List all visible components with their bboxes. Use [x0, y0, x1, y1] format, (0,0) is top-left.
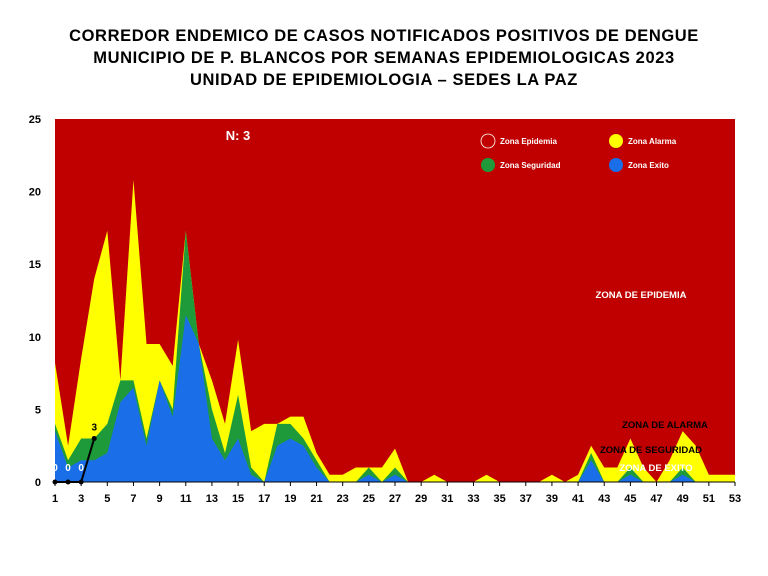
cases-point [65, 479, 71, 485]
x-tick-label: 5 [104, 493, 110, 505]
y-tick-label: 20 [29, 187, 41, 199]
x-tick-label: 31 [441, 493, 453, 505]
zone-label-epidemia: ZONA DE EPIDEMIA [596, 290, 687, 301]
x-tick-label: 37 [520, 493, 532, 505]
data-label: 0 [78, 463, 84, 474]
cases-point [91, 435, 97, 441]
cases-point [78, 479, 84, 485]
chart-title-line-3: UNIDAD DE EPIDEMIOLOGIA – SEDES LA PAZ [190, 71, 578, 89]
legend-label: Zona Seguridad [500, 161, 561, 170]
y-tick-label: 25 [29, 114, 41, 126]
legend-label: Zona Epidemia [500, 137, 557, 146]
cases-line [55, 438, 96, 483]
x-tick-label: 13 [206, 493, 218, 505]
x-tick-label: 25 [363, 493, 375, 505]
zone-label-seguridad: ZONA DE SEGURIDAD [600, 445, 702, 456]
data-label: 3 [91, 422, 97, 433]
x-tick-label: 47 [650, 493, 662, 505]
x-tick-label: 17 [258, 493, 270, 505]
x-tick-label: 7 [130, 493, 136, 505]
chart-title-line-2: MUNICIPIO DE P. BLANCOS POR SEMANAS EPID… [93, 49, 675, 67]
y-tick-label: 5 [35, 404, 41, 416]
x-tick-label: 45 [624, 493, 636, 505]
x-tick-label: 1 [52, 493, 58, 505]
x-tick-label: 33 [467, 493, 479, 505]
legend-swatch [480, 133, 496, 149]
x-tick-label: 11 [180, 493, 192, 505]
legend: Zona Epidemia Zona Alarma Zona Seguridad Zo… [480, 133, 677, 172]
legend-label: Zona Alarma [628, 137, 677, 146]
y-tick-label: 10 [29, 332, 41, 344]
data-label: 0 [65, 463, 71, 474]
chart-title-line-1: CORREDOR ENDEMICO DE CASOS NOTIFICADOS P… [69, 27, 699, 45]
x-tick-label: 29 [415, 493, 427, 505]
zone-label-exito: ZONA DE EXITO [619, 463, 692, 474]
x-tick-label: 15 [232, 493, 244, 505]
x-tick-label: 43 [598, 493, 610, 505]
x-tick-label: 3 [78, 493, 84, 505]
x-tick-label: 9 [157, 493, 163, 505]
x-tick-label: 35 [493, 493, 505, 505]
data-label: 0 [52, 463, 58, 474]
zona-exito-area [55, 315, 735, 482]
x-tick-label: 41 [572, 493, 584, 505]
legend-swatch [609, 134, 623, 148]
x-tick-label: 21 [310, 493, 322, 505]
zone-label-alarma: ZONA DE ALARMA [622, 420, 708, 431]
cases-point [52, 479, 58, 485]
legend-label: Zona Exito [628, 161, 669, 170]
x-tick-label: 39 [546, 493, 558, 505]
x-tick-label: 27 [389, 493, 401, 505]
x-tick-label: 23 [337, 493, 349, 505]
y-tick-label: 0 [35, 477, 41, 489]
x-tick-label: 49 [677, 493, 689, 505]
x-tick-label: 19 [284, 493, 296, 505]
x-tick-label: 53 [729, 493, 741, 505]
legend-swatch [609, 158, 623, 172]
legend-swatch [481, 158, 495, 172]
x-tick-label: 51 [703, 493, 715, 505]
n-count-label: N: 3 [226, 128, 251, 143]
y-tick-label: 15 [29, 259, 41, 271]
